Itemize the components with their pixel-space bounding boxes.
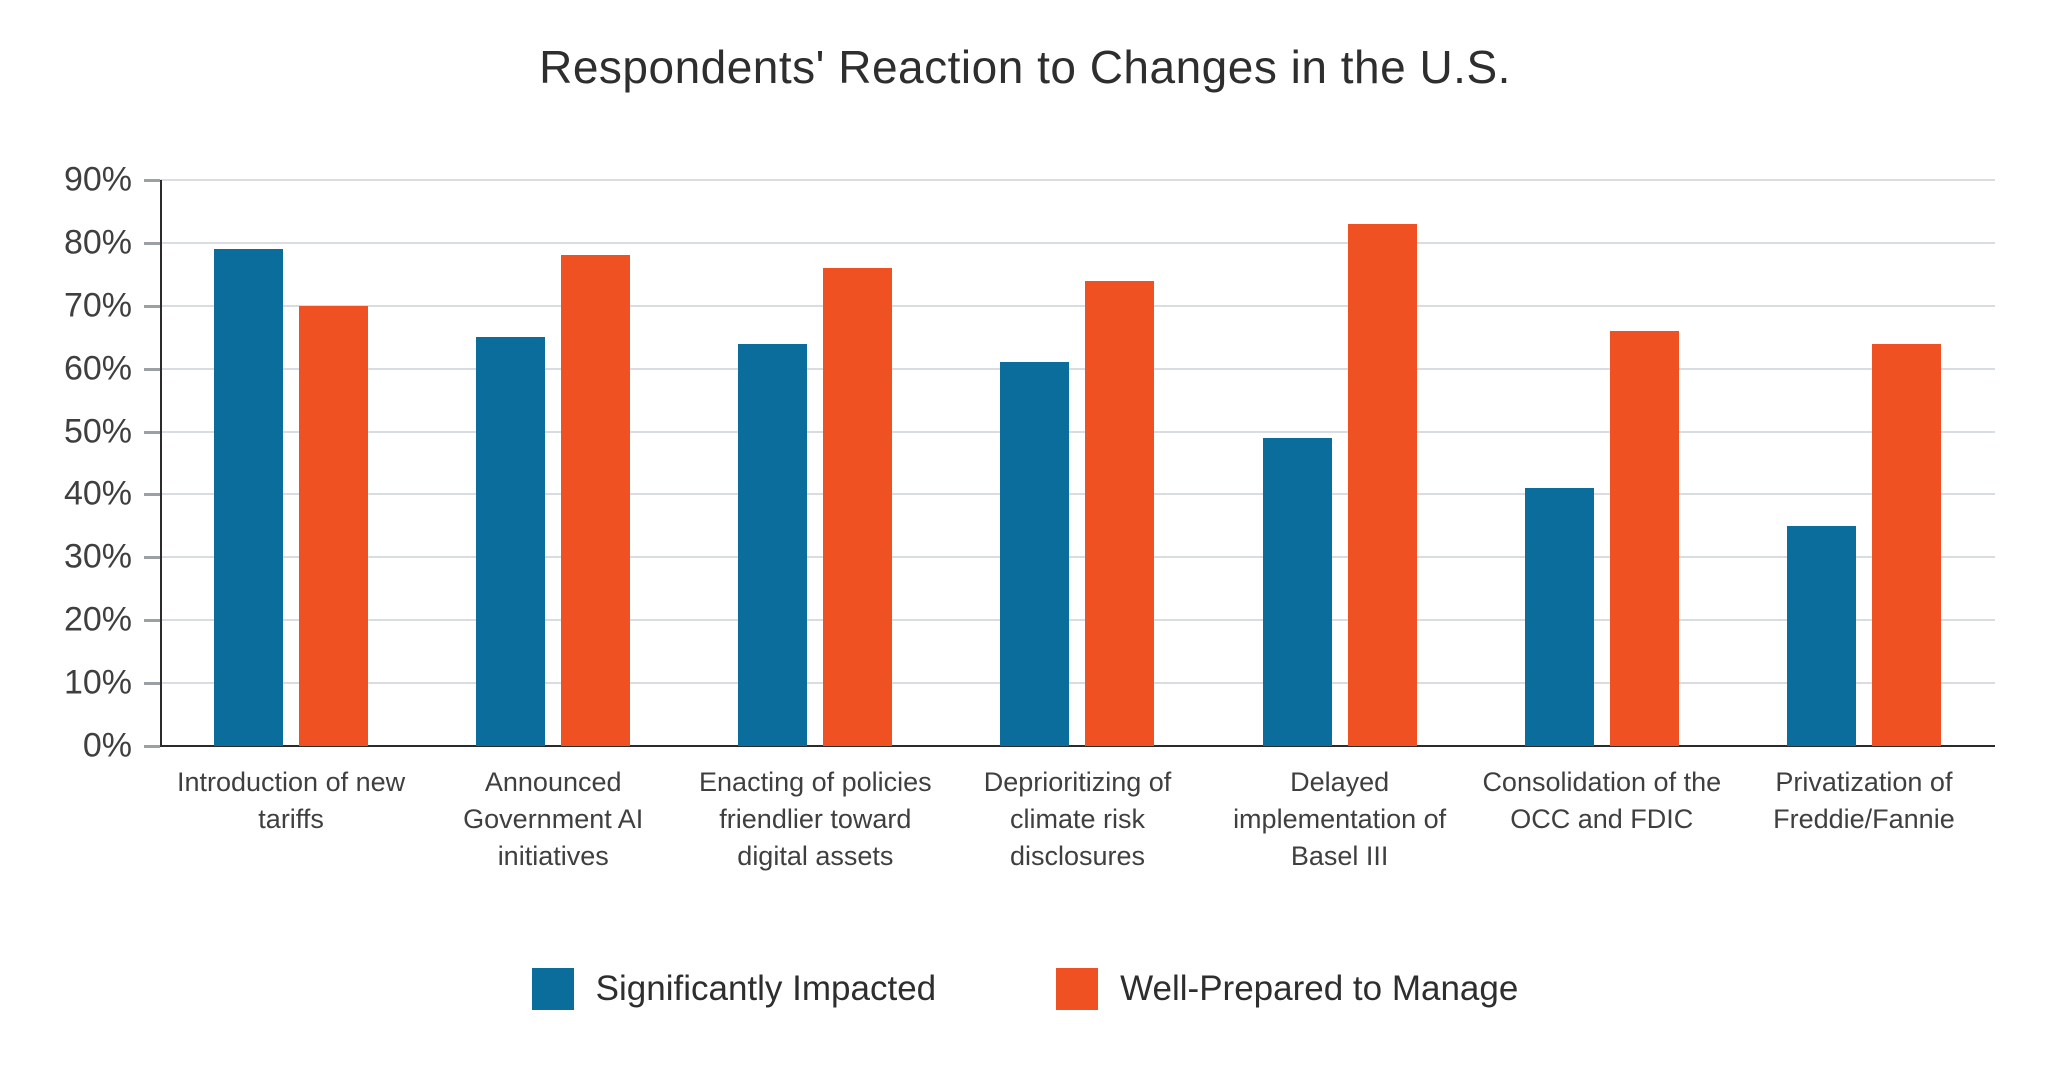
y-axis-tick bbox=[144, 493, 160, 497]
bar-group bbox=[1471, 180, 1733, 746]
y-axis-tick bbox=[144, 367, 160, 371]
bar-significantly-impacted bbox=[476, 337, 546, 746]
y-axis-tick bbox=[144, 241, 160, 245]
y-tick-label: 30% bbox=[63, 537, 132, 576]
bar-well-prepared-to-manage bbox=[299, 305, 369, 746]
category-label: Delayed implementation of Basel III bbox=[1233, 767, 1447, 871]
y-axis-tick bbox=[144, 682, 160, 686]
gridline bbox=[160, 179, 1995, 181]
y-tick-label: 60% bbox=[63, 349, 132, 388]
bar-group bbox=[1733, 180, 1995, 746]
chart-title: Respondents' Reaction to Changes in the … bbox=[539, 41, 1511, 93]
category-label: Privatization of Freddie/Fannie bbox=[1773, 767, 1955, 834]
legend-label: Well-Prepared to Manage bbox=[1120, 969, 1519, 1008]
y-axis-tick bbox=[144, 745, 160, 748]
bar-well-prepared-to-manage bbox=[1609, 330, 1679, 746]
legend-label: Significantly Impacted bbox=[595, 969, 937, 1008]
gridline bbox=[160, 493, 1995, 496]
legend-swatch bbox=[531, 968, 574, 1010]
bar-well-prepared-to-manage bbox=[823, 268, 893, 746]
bar-well-prepared-to-manage bbox=[1871, 343, 1941, 746]
bar-group bbox=[1209, 180, 1471, 746]
bar-group bbox=[684, 180, 946, 746]
y-axis-tick bbox=[144, 179, 160, 182]
category-label: Introduction of new tariffs bbox=[176, 767, 406, 834]
y-tick-label: 80% bbox=[63, 223, 132, 262]
bar-significantly-impacted bbox=[1262, 437, 1332, 746]
bar-significantly-impacted bbox=[1000, 362, 1070, 746]
y-tick-label: 90% bbox=[63, 160, 132, 199]
gridline bbox=[160, 430, 1995, 433]
legend-swatch bbox=[1056, 968, 1099, 1010]
category-label: Consolidation of the OCC and FDIC bbox=[1482, 767, 1722, 834]
y-axis-tick bbox=[144, 304, 160, 308]
legend-item: Significantly Impacted bbox=[531, 968, 937, 1010]
y-axis-tick bbox=[144, 556, 160, 560]
bar-well-prepared-to-manage bbox=[561, 255, 631, 746]
category-label: Enacting of policies friendlier toward d… bbox=[699, 767, 932, 871]
bar-significantly-impacted bbox=[214, 249, 284, 746]
y-tick-label: 70% bbox=[63, 286, 132, 325]
bar-significantly-impacted bbox=[1524, 488, 1594, 746]
gridline bbox=[160, 619, 1995, 622]
gridline bbox=[160, 556, 1995, 559]
bar-significantly-impacted bbox=[738, 343, 808, 746]
bar-well-prepared-to-manage bbox=[1085, 280, 1155, 746]
bar-well-prepared-to-manage bbox=[1347, 224, 1417, 746]
x-axis-line bbox=[160, 745, 1995, 747]
category-label: Deprioritizing of climate risk disclosur… bbox=[983, 767, 1172, 871]
bar-group bbox=[422, 180, 684, 746]
legend-item: Well-Prepared to Manage bbox=[1056, 968, 1518, 1010]
y-tick-label: 50% bbox=[63, 412, 132, 451]
gridline bbox=[160, 241, 1995, 244]
bar-group bbox=[160, 180, 422, 746]
y-tick-label: 40% bbox=[63, 474, 132, 513]
y-tick-label: 0% bbox=[82, 726, 132, 765]
y-tick-label: 20% bbox=[63, 600, 132, 639]
y-axis-tick bbox=[144, 619, 160, 623]
y-axis-line bbox=[160, 180, 162, 746]
category-label: Announced Government AI initiatives bbox=[463, 767, 644, 871]
bar-significantly-impacted bbox=[1786, 525, 1856, 746]
bar-group bbox=[946, 180, 1208, 746]
gridline bbox=[160, 367, 1995, 370]
y-tick-label: 10% bbox=[63, 663, 132, 702]
gridline bbox=[160, 682, 1995, 685]
gridline bbox=[160, 304, 1995, 307]
legend: Significantly Impacted Well-Prepared to M… bbox=[0, 968, 2050, 1010]
y-axis-tick bbox=[144, 430, 160, 434]
